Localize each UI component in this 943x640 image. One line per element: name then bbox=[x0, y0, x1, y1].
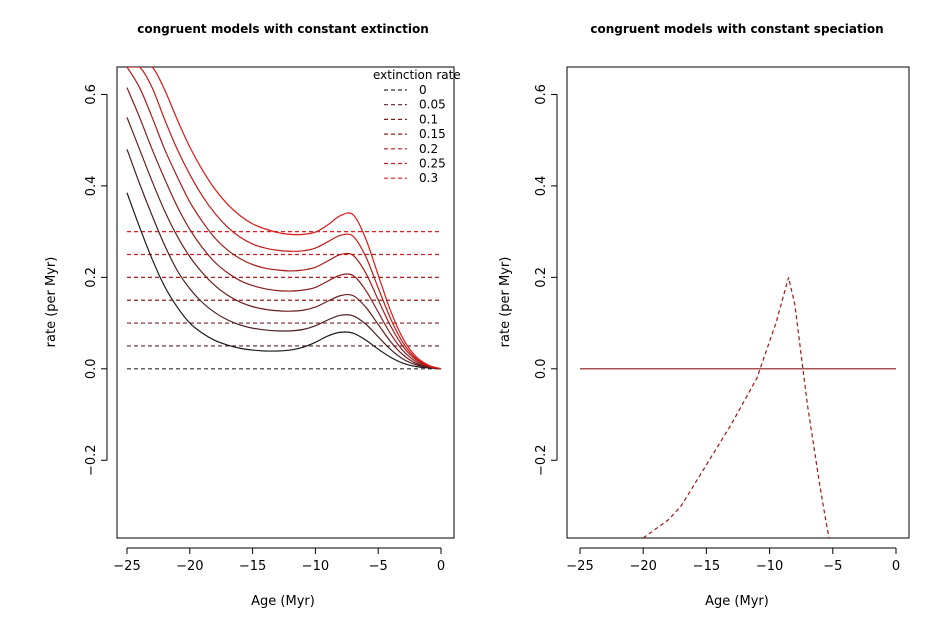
y-tick-label: −0.2 bbox=[534, 444, 549, 476]
left-series-group bbox=[126, 67, 442, 370]
right-plot-frame bbox=[566, 66, 910, 539]
y-tick-label: 0.6 bbox=[84, 84, 99, 105]
legend-entry: 0.15 bbox=[419, 127, 446, 141]
x-tick-label: −10 bbox=[302, 559, 329, 574]
legend-entry: 0.1 bbox=[419, 112, 438, 126]
speciation-rate-curve bbox=[126, 117, 442, 370]
speciation-rate-curve bbox=[126, 87, 442, 370]
right-y-axis-label: rate (per Myr) bbox=[498, 257, 513, 348]
speciation-rate-curve bbox=[126, 192, 442, 370]
speciation-rate-curve bbox=[126, 67, 442, 370]
legend-entry: 0.25 bbox=[419, 157, 446, 171]
right-x-axis: −25 −20 −15 −10 −5 0 bbox=[566, 547, 900, 574]
right-y-axis: −0.2 0.0 0.2 0.4 0.6 bbox=[534, 84, 558, 476]
speciation-rate-curve bbox=[127, 67, 442, 370]
y-tick-label: 0.2 bbox=[84, 267, 99, 288]
legend-entry: 0 bbox=[419, 83, 427, 97]
x-tick-label: −25 bbox=[566, 559, 593, 574]
right-panel: congruent models with constant speciatio… bbox=[498, 22, 910, 609]
right-x-axis-label: Age (Myr) bbox=[705, 594, 769, 609]
left-chart-title: congruent models with constant extinctio… bbox=[137, 22, 428, 36]
right-series-group bbox=[580, 277, 896, 538]
x-tick-label: −15 bbox=[693, 559, 720, 574]
x-tick-label: −20 bbox=[176, 559, 203, 574]
x-tick-label: −5 bbox=[369, 559, 388, 574]
x-tick-label: −10 bbox=[756, 559, 783, 574]
left-x-axis: −25 −20 −15 −10 −5 0 bbox=[113, 547, 445, 574]
x-tick-label: −5 bbox=[823, 559, 842, 574]
legend-entry: 0.05 bbox=[419, 98, 446, 112]
right-chart-title: congruent models with constant speciatio… bbox=[590, 22, 883, 36]
legend-title: extinction rate bbox=[373, 68, 461, 82]
y-tick-label: 0.4 bbox=[534, 176, 549, 197]
legend-entry: 0.3 bbox=[419, 171, 438, 185]
left-panel: congruent models with constant extinctio… bbox=[44, 22, 461, 609]
x-tick-label: −25 bbox=[113, 559, 140, 574]
left-legend: extinction rate 00.050.10.150.20.250.3 bbox=[373, 68, 461, 185]
y-tick-label: 0.4 bbox=[84, 176, 99, 197]
y-tick-label: 0.6 bbox=[534, 84, 549, 105]
x-tick-label: −20 bbox=[629, 559, 656, 574]
y-tick-label: 0.0 bbox=[534, 358, 549, 379]
left-y-axis: −0.2 0.0 0.2 0.4 0.6 bbox=[84, 84, 108, 476]
y-tick-label: −0.2 bbox=[84, 444, 99, 476]
left-y-axis-label: rate (per Myr) bbox=[44, 257, 59, 348]
left-plot-frame bbox=[116, 66, 455, 539]
y-tick-label: 0.0 bbox=[84, 358, 99, 379]
x-tick-label: 0 bbox=[437, 559, 445, 574]
x-tick-label: −15 bbox=[239, 559, 266, 574]
extinction-rate-line bbox=[642, 277, 830, 538]
x-tick-label: 0 bbox=[892, 559, 900, 574]
speciation-rate-curve bbox=[126, 149, 442, 370]
speciation-rate-curve bbox=[127, 67, 442, 370]
left-x-axis-label: Age (Myr) bbox=[251, 594, 315, 609]
y-tick-label: 0.2 bbox=[534, 267, 549, 288]
legend-entry: 0.2 bbox=[419, 142, 438, 156]
